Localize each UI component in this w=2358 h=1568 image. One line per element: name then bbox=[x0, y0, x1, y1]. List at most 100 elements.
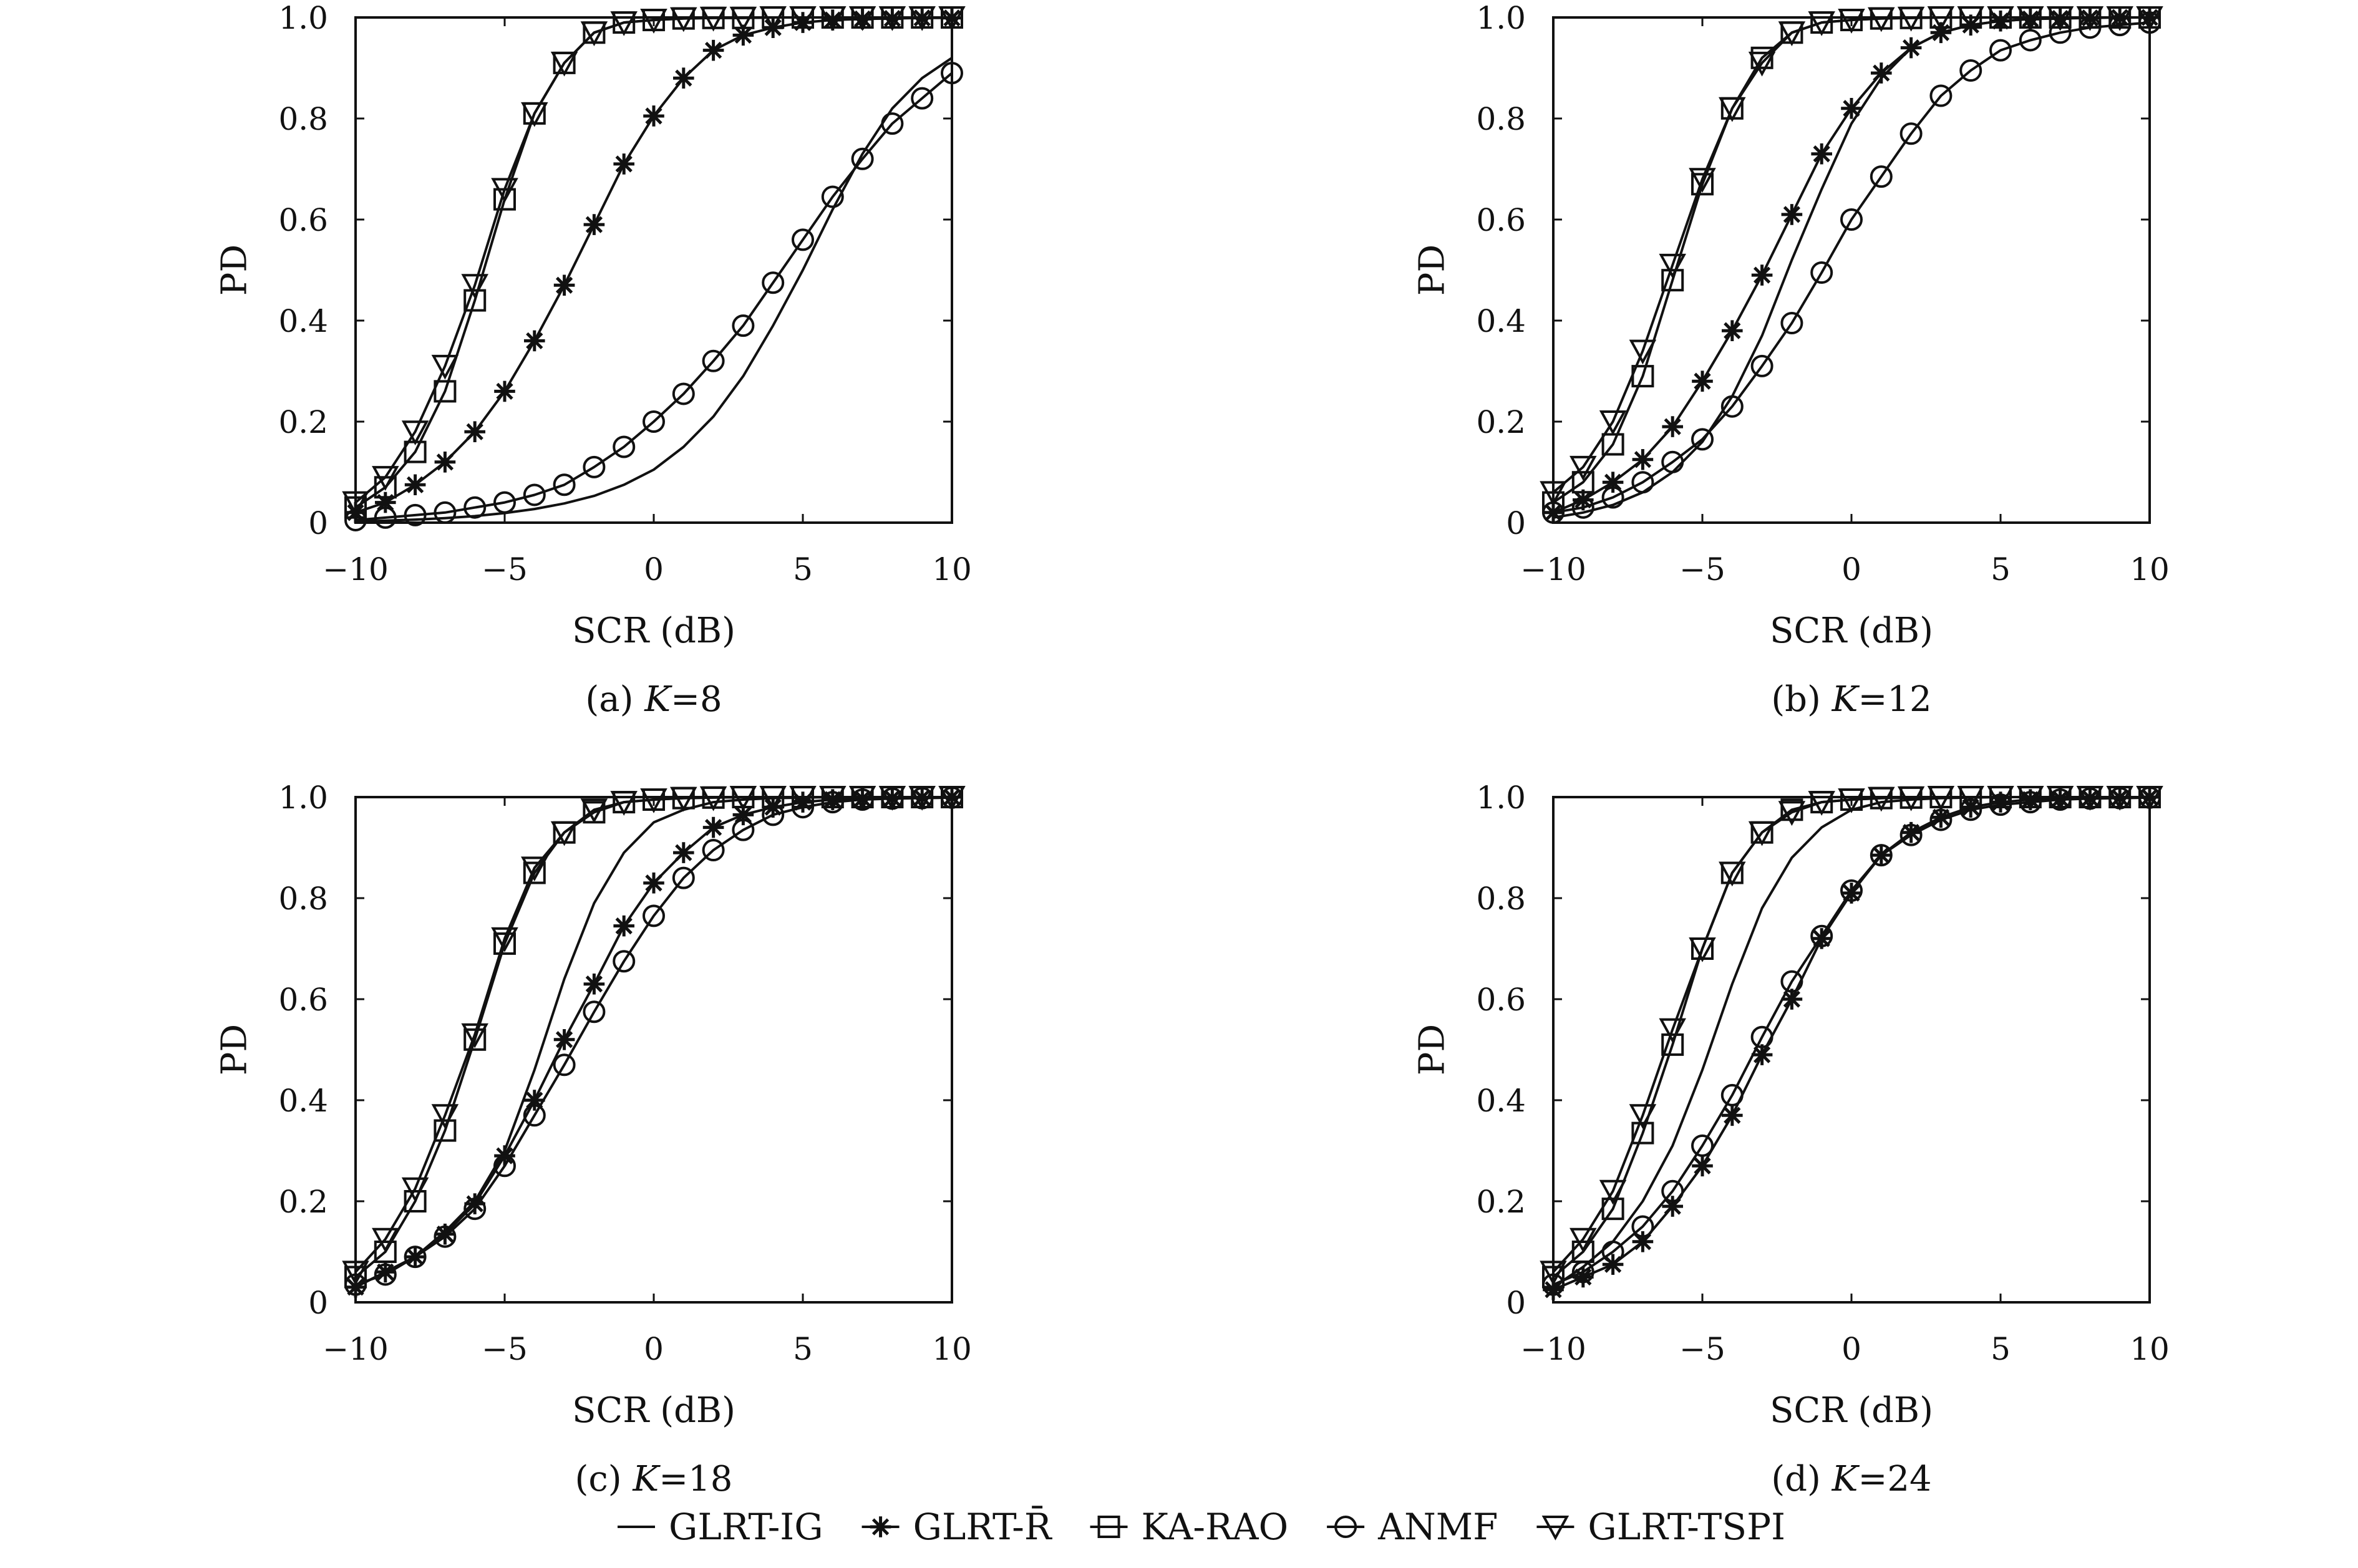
data-point-anmf bbox=[1900, 122, 1923, 145]
data-point-ka_rao bbox=[493, 932, 516, 955]
data-point-anmf bbox=[2138, 11, 2161, 34]
data-point-anmf bbox=[1691, 428, 1714, 451]
legend-marker-glrt_r bbox=[870, 1516, 891, 1537]
data-point-glrt_tspi bbox=[1629, 1104, 1657, 1130]
data-point-anmf bbox=[1959, 798, 1982, 821]
data-point-anmf bbox=[613, 950, 636, 973]
data-point-glrt_tspi bbox=[1570, 1227, 1597, 1253]
series-glrt_tspi bbox=[1540, 6, 2163, 506]
data-point-glrt_tspi bbox=[431, 1104, 459, 1130]
data-point-glrt_r bbox=[1751, 1044, 1773, 1065]
data-point-glrt_tspi bbox=[1689, 937, 1716, 962]
data-point-glrt_tspi bbox=[372, 1227, 399, 1253]
data-point-glrt_r bbox=[583, 973, 605, 995]
x-tick-label: −10 bbox=[323, 1331, 389, 1367]
x-axis-label: SCR (dB) bbox=[1770, 1390, 1933, 1431]
data-point-glrt_r bbox=[1573, 489, 1594, 511]
data-point-glrt_r bbox=[1602, 472, 1624, 493]
series-glrt_r bbox=[1543, 7, 2160, 523]
data-point-anmf bbox=[1631, 1215, 1654, 1238]
data-point-glrt_r bbox=[1960, 14, 1981, 36]
data-point-glrt_r bbox=[1990, 791, 2011, 813]
data-point-anmf bbox=[553, 1053, 576, 1077]
data-point-glrt_tspi bbox=[878, 786, 906, 811]
data-point-glrt_r bbox=[613, 153, 634, 175]
series-glrt_r bbox=[345, 7, 963, 523]
data-point-glrt_r bbox=[792, 12, 813, 33]
data-point-anmf bbox=[404, 503, 427, 526]
x-tick-label: 5 bbox=[793, 551, 813, 588]
data-point-glrt_r bbox=[404, 474, 426, 496]
x-tick-label: −10 bbox=[323, 551, 389, 588]
data-point-glrt_r bbox=[1871, 62, 1892, 84]
data-point-glrt_tspi bbox=[908, 786, 936, 811]
series-ka_rao bbox=[1542, 6, 2161, 514]
data-point-glrt_tspi bbox=[2076, 786, 2104, 811]
data-point-glrt_r bbox=[1662, 416, 1683, 437]
legend: GLRT-IG GLRT-R̄ KA-RAO ANMF GLRT-TSPI bbox=[618, 1505, 1785, 1548]
data-point-glrt_tspi bbox=[521, 856, 548, 882]
series-line-glrt_r bbox=[355, 16, 952, 514]
data-point-glrt_r bbox=[1692, 1155, 1713, 1177]
x-tick-label: 5 bbox=[1991, 1331, 2011, 1367]
data-point-glrt_r bbox=[732, 24, 754, 46]
data-point-glrt_r bbox=[434, 1223, 456, 1245]
series-line-glrt_ig bbox=[355, 796, 952, 1289]
data-point-anmf bbox=[1720, 1083, 1744, 1106]
data-point-glrt_r bbox=[1573, 1266, 1594, 1288]
series-line-ka_rao bbox=[354, 16, 952, 509]
data-point-anmf bbox=[1989, 39, 2012, 62]
x-tick-label: 5 bbox=[793, 1331, 813, 1367]
x-axis-label: SCR (dB) bbox=[572, 1390, 735, 1431]
data-point-glrt_tspi bbox=[1659, 253, 1686, 279]
y-tick-label: 1.0 bbox=[1476, 780, 1526, 816]
data-point-anmf bbox=[672, 866, 695, 889]
y-tick-label: 1.0 bbox=[1476, 0, 1526, 36]
data-point-glrt_r bbox=[673, 67, 694, 89]
data-point-glrt_r bbox=[702, 816, 724, 838]
data-point-glrt_tspi bbox=[1808, 791, 1835, 816]
data-point-anmf bbox=[434, 501, 457, 524]
data-point-glrt_r bbox=[1781, 204, 1803, 225]
data-point-glrt_r bbox=[1811, 928, 1832, 949]
data-point-glrt_tspi bbox=[699, 6, 727, 32]
legend-label: GLRT-IG bbox=[669, 1506, 823, 1548]
y-tick-label: 0.4 bbox=[1476, 1083, 1526, 1119]
data-point-glrt_r bbox=[2020, 789, 2041, 810]
data-point-glrt_tspi bbox=[1778, 21, 1806, 47]
y-tick-label: 0.2 bbox=[1476, 1184, 1526, 1220]
data-point-anmf bbox=[2108, 14, 2132, 37]
data-point-glrt_tspi bbox=[372, 466, 399, 491]
data-point-glrt_r bbox=[375, 1261, 396, 1283]
legend-item-glrt_r: GLRT-R̄ bbox=[861, 1505, 1053, 1548]
data-point-glrt_r bbox=[643, 872, 664, 894]
data-point-glrt_tspi bbox=[610, 11, 638, 36]
x-tick-label: 0 bbox=[1841, 551, 1861, 588]
data-point-anmf bbox=[1631, 471, 1654, 494]
x-tick-label: −5 bbox=[1679, 1331, 1725, 1367]
plot-frame bbox=[354, 16, 953, 524]
data-point-ka_rao bbox=[434, 380, 457, 403]
data-point-anmf bbox=[941, 62, 963, 85]
data-point-glrt_tspi bbox=[521, 102, 548, 127]
data-point-glrt_tspi bbox=[1599, 410, 1627, 435]
data-point-anmf bbox=[702, 349, 725, 372]
data-point-glrt_r bbox=[375, 491, 396, 513]
x-tick-label: −5 bbox=[482, 1331, 528, 1367]
x-tick-label: 0 bbox=[644, 551, 664, 588]
y-tick-label: 0.8 bbox=[278, 101, 328, 137]
series-glrt_tspi bbox=[342, 786, 966, 1286]
subplot-caption: (d) K=24 bbox=[1771, 1459, 1931, 1499]
data-point-anmf bbox=[613, 435, 636, 458]
y-axis-label: PD bbox=[215, 244, 255, 296]
data-point-ka_rao bbox=[434, 1119, 457, 1142]
data-point-glrt_r bbox=[613, 915, 634, 937]
data-point-anmf bbox=[732, 818, 755, 841]
data-point-anmf bbox=[1840, 208, 1863, 231]
data-point-glrt_tspi bbox=[1778, 801, 1806, 826]
data-point-glrt_r bbox=[1930, 22, 1952, 44]
data-point-ka_rao bbox=[1631, 1121, 1654, 1145]
legend-label: GLRT-TSPI bbox=[1588, 1506, 1785, 1548]
data-point-anmf bbox=[702, 839, 725, 862]
data-point-glrt_tspi bbox=[2017, 786, 2044, 811]
